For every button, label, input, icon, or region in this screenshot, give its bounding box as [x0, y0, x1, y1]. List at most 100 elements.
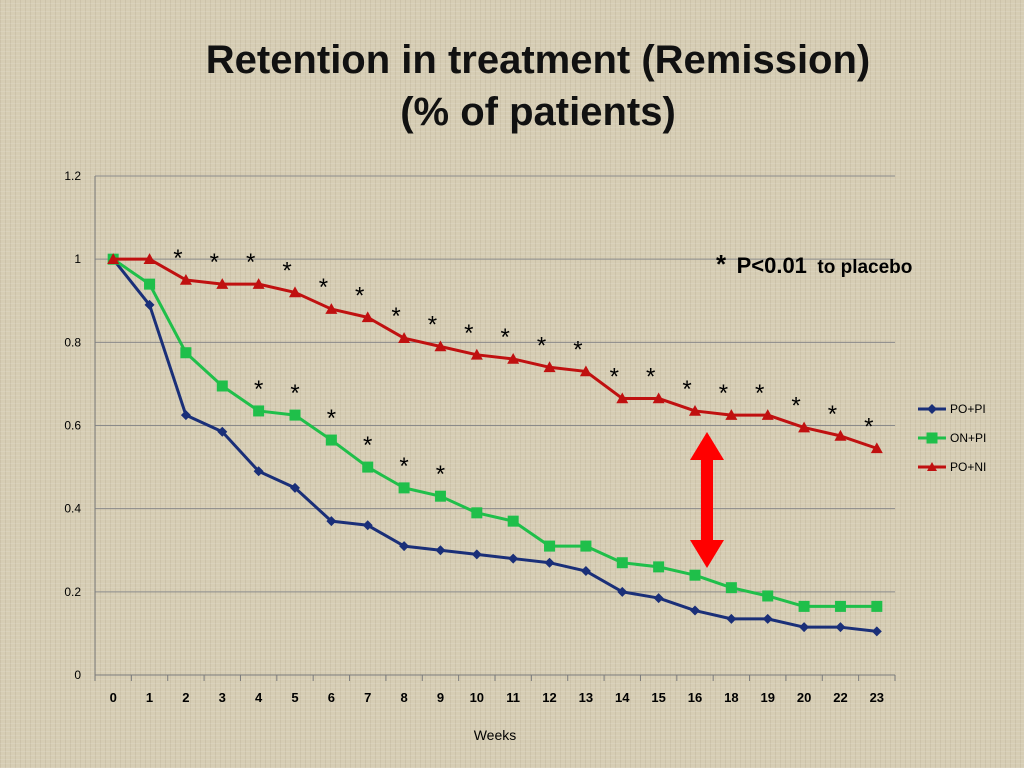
- annotation-star: *: [716, 249, 727, 279]
- pvalue-annotation: * P<0.01 to placebo: [716, 249, 912, 279]
- triangle-marker: [398, 332, 411, 343]
- triangle-marker: [870, 442, 883, 454]
- difference-arrow: [690, 432, 724, 568]
- slide-title-line1: Retention in treatment (Remission): [205, 38, 871, 82]
- x-tick-label: 4: [255, 690, 263, 705]
- square-marker: [398, 482, 410, 494]
- x-tick-label: 1: [146, 690, 153, 705]
- diamond-marker: [726, 613, 737, 624]
- square-marker: [362, 461, 374, 473]
- y-tick-label: 0.6: [64, 419, 81, 433]
- square-marker: [689, 569, 701, 581]
- diamond-marker: [471, 549, 482, 560]
- significance-star: *: [399, 453, 408, 480]
- y-tick-label: 0.8: [64, 335, 81, 349]
- triangle-marker: [179, 273, 192, 285]
- square-marker: [544, 540, 556, 552]
- series-line: [112, 258, 877, 633]
- series-line: [112, 257, 877, 608]
- significance-star: *: [682, 376, 691, 403]
- significance-star: *: [210, 249, 219, 276]
- significance-star: *: [319, 274, 328, 301]
- significance-star: *: [282, 257, 291, 284]
- triangle-marker: [216, 278, 229, 289]
- significance-star: *: [828, 401, 837, 428]
- diamond-marker: [762, 613, 773, 624]
- square-marker: [653, 561, 665, 573]
- x-tick-label: 7: [364, 690, 371, 705]
- square-marker: [616, 557, 628, 569]
- x-tick-label: 6: [328, 690, 335, 705]
- diamond-marker: [180, 410, 191, 421]
- chart-legend: PO+PI ON+PI PO+NI: [918, 402, 986, 474]
- series-po-ni: [107, 253, 883, 454]
- slide-title: Retention in treatment (Remission) (% of…: [0, 34, 1024, 138]
- arrow-head-up: [690, 432, 724, 460]
- triangle-marker: [927, 462, 937, 471]
- legend-label: ON+PI: [950, 431, 986, 445]
- legend-label: PO+PI: [950, 402, 986, 416]
- triangle-marker: [834, 429, 847, 441]
- diamond-marker: [617, 586, 628, 597]
- triangle-marker: [761, 409, 774, 420]
- diamond-marker: [690, 605, 700, 616]
- significance-star: *: [290, 380, 299, 407]
- triangle-marker: [434, 340, 447, 352]
- diamond-marker: [835, 622, 846, 633]
- triangle-marker: [143, 253, 156, 264]
- diamond-marker: [435, 545, 446, 556]
- y-tick-label: 1.2: [64, 169, 81, 183]
- diamond-marker: [253, 466, 264, 477]
- annotation-suffix: to placebo: [817, 257, 912, 278]
- significance-stars: * * * * * * * * * * * * * * * * * * * * * * * * * *: [173, 245, 873, 488]
- diamond-marker: [290, 482, 300, 493]
- significance-star: *: [173, 245, 182, 272]
- square-marker: [253, 405, 265, 417]
- axes: 00.20.40.60.811.20 1 2 3 4 5 6 7 8 9 10 11 12 13 14 15 1…: [64, 169, 896, 743]
- triangle-marker: [652, 392, 665, 404]
- series-line: [113, 257, 878, 450]
- significance-star: *: [646, 363, 655, 390]
- triangle-marker: [289, 286, 301, 298]
- triangle-marker: [107, 253, 120, 264]
- arrow-shaft: [701, 458, 713, 542]
- significance-star: *: [864, 413, 873, 440]
- significance-star: *: [436, 461, 445, 488]
- x-tick-label: 0: [110, 690, 117, 705]
- triangle-marker: [798, 421, 811, 433]
- x-tick-label: 5: [291, 690, 298, 705]
- x-tick-label: 23: [870, 690, 884, 705]
- y-tick-label: 0.2: [64, 585, 81, 599]
- significance-star: *: [755, 380, 764, 407]
- square-marker: [725, 582, 737, 594]
- square-marker: [471, 507, 483, 519]
- x-tick-label: 22: [833, 690, 847, 705]
- svg-text:* P<0.01 to placeb: * P<0.01 to placebo: [716, 249, 912, 279]
- square-marker: [216, 380, 228, 392]
- x-tick-label: 13: [579, 690, 593, 705]
- significance-star: *: [537, 332, 546, 359]
- slide-title-line2: (% of patients): [400, 90, 676, 134]
- square-marker: [834, 600, 846, 612]
- significance-star: *: [610, 363, 619, 390]
- significance-star: *: [355, 282, 364, 309]
- x-tick-label: 12: [542, 690, 556, 705]
- triangle-marker: [543, 361, 556, 373]
- triangle-marker: [579, 365, 592, 377]
- series-group: [107, 253, 883, 637]
- diamond-marker: [653, 593, 664, 604]
- gridlines: [95, 175, 895, 593]
- x-tick-label: 11: [506, 690, 520, 705]
- significance-star: *: [791, 393, 800, 420]
- significance-star: *: [501, 324, 510, 351]
- annotation-pvalue: P<0.01: [737, 253, 807, 278]
- square-marker: [144, 278, 156, 290]
- significance-star: *: [428, 311, 437, 338]
- x-tick-label: 14: [615, 690, 630, 705]
- legend-entry: PO+PI: [918, 402, 986, 416]
- square-marker: [325, 434, 337, 446]
- triangle-marker: [507, 352, 520, 364]
- triangle-marker: [725, 409, 738, 420]
- x-tick-label: 18: [724, 690, 738, 705]
